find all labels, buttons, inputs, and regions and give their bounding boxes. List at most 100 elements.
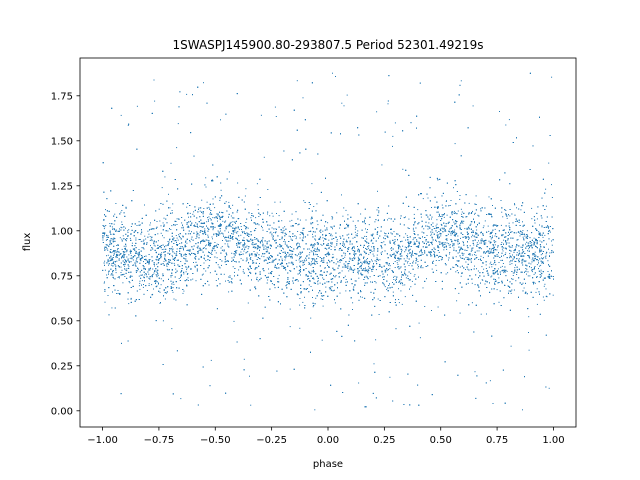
data-point <box>392 135 394 137</box>
data-point <box>198 234 200 236</box>
data-point <box>491 248 493 249</box>
data-point <box>118 251 120 253</box>
data-point <box>303 259 305 261</box>
data-point <box>359 270 361 272</box>
data-point <box>199 210 201 212</box>
data-point <box>209 252 211 254</box>
data-point <box>475 257 477 259</box>
data-point <box>382 276 384 278</box>
data-point <box>539 251 541 253</box>
data-point <box>508 222 510 224</box>
data-point <box>263 253 265 255</box>
data-point <box>413 213 415 215</box>
data-point <box>540 251 542 252</box>
data-point <box>496 249 498 251</box>
data-point <box>505 252 507 254</box>
data-point <box>519 235 521 237</box>
data-point <box>342 243 344 245</box>
data-point <box>176 259 178 261</box>
data-point <box>289 326 291 328</box>
data-point <box>525 243 526 245</box>
data-point <box>158 208 160 210</box>
data-point <box>516 252 518 254</box>
data-point <box>521 262 523 263</box>
data-point <box>496 254 498 255</box>
data-point <box>539 265 541 267</box>
data-point <box>182 227 184 229</box>
data-point <box>409 252 410 254</box>
data-point <box>333 269 334 271</box>
data-point <box>299 234 301 236</box>
data-point <box>528 332 529 333</box>
data-point <box>481 238 483 240</box>
data-point <box>360 296 361 298</box>
data-point <box>509 253 511 255</box>
data-point <box>533 237 535 239</box>
data-point <box>383 241 385 243</box>
data-point <box>160 302 161 303</box>
data-point <box>109 230 111 232</box>
data-point <box>386 263 388 265</box>
data-point <box>454 235 456 237</box>
data-point <box>297 231 299 232</box>
data-point <box>122 235 124 237</box>
data-point <box>399 267 401 269</box>
data-point <box>478 240 479 242</box>
data-point <box>146 274 147 276</box>
data-point <box>294 223 296 225</box>
data-point <box>453 210 455 212</box>
data-point <box>493 224 495 226</box>
data-point <box>422 267 424 269</box>
data-point <box>155 270 157 272</box>
data-point <box>224 237 226 239</box>
data-point <box>215 280 217 281</box>
data-point <box>468 238 470 240</box>
data-point <box>531 242 533 244</box>
data-point <box>545 257 547 259</box>
data-point <box>306 255 308 257</box>
data-point <box>346 94 348 96</box>
data-point <box>427 225 429 227</box>
data-point <box>330 286 332 288</box>
data-point <box>431 255 433 257</box>
data-point <box>498 262 500 263</box>
data-point <box>389 241 391 243</box>
data-point <box>245 252 247 254</box>
data-point <box>535 291 537 293</box>
data-point <box>308 254 310 256</box>
data-points <box>102 72 554 411</box>
data-point <box>418 237 420 239</box>
data-point <box>458 292 460 294</box>
data-point <box>485 242 487 244</box>
data-point <box>476 242 478 244</box>
data-point <box>170 229 172 230</box>
data-point <box>447 233 449 235</box>
data-point <box>179 243 181 244</box>
data-point <box>516 274 518 275</box>
data-point <box>383 219 385 221</box>
data-point <box>548 162 550 164</box>
data-point <box>299 258 301 259</box>
data-point <box>357 273 359 275</box>
data-point <box>217 264 219 266</box>
data-point <box>228 291 230 293</box>
data-point <box>343 245 344 247</box>
data-point <box>443 216 445 218</box>
data-point <box>446 248 448 250</box>
data-point <box>238 228 240 230</box>
data-point <box>299 253 301 255</box>
data-point <box>127 259 129 261</box>
data-point <box>180 255 182 257</box>
data-point <box>547 225 549 227</box>
data-point <box>344 252 346 254</box>
data-point <box>121 221 123 223</box>
data-point <box>111 226 113 228</box>
data-point <box>354 268 356 270</box>
data-point <box>406 257 408 259</box>
data-point <box>279 264 281 265</box>
data-point <box>312 306 314 308</box>
data-point <box>509 215 511 217</box>
data-point <box>316 250 318 252</box>
data-point <box>285 257 287 259</box>
data-point <box>490 251 492 253</box>
